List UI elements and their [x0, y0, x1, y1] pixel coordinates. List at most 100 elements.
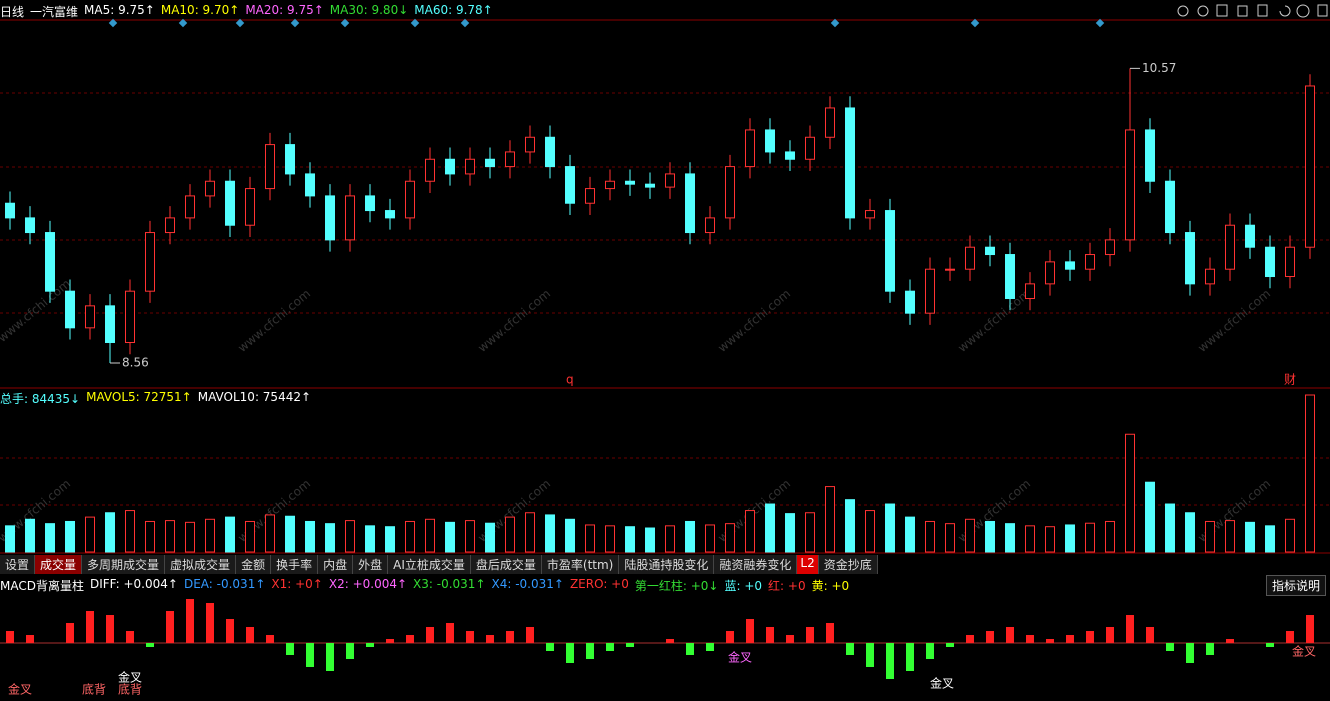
candle-body — [1125, 129, 1135, 241]
volume-bar — [385, 526, 395, 553]
volume-bar — [845, 499, 855, 553]
tab[interactable]: 虚拟成交量 — [165, 555, 237, 574]
toolbar-icons[interactable] — [1177, 4, 1328, 18]
candle-body — [485, 158, 495, 168]
volume-bar — [185, 521, 195, 553]
macd-bar — [766, 627, 774, 643]
macd-bar — [506, 631, 514, 643]
candle-body — [1205, 268, 1215, 285]
candle-body — [1185, 232, 1195, 285]
volume-bar — [1005, 523, 1015, 553]
volume-bar — [1045, 526, 1055, 553]
candle-body — [85, 305, 95, 329]
macd-bar — [386, 639, 394, 643]
macd-bar — [146, 643, 154, 647]
volume-bar — [45, 523, 55, 553]
volume-bar — [205, 518, 215, 553]
candle-body — [805, 136, 815, 160]
volume-label: 总手: 84435↓ — [0, 392, 81, 406]
candle-body — [385, 210, 395, 219]
volume-bar — [1205, 520, 1215, 553]
volume-bar — [1025, 525, 1035, 553]
tab[interactable]: AI立桩成交量 — [388, 555, 471, 574]
tab[interactable]: 换手率 — [271, 555, 319, 574]
help-button[interactable]: 指标说明 — [1265, 575, 1326, 596]
volume-bar — [345, 520, 355, 553]
candle-body — [245, 188, 255, 226]
tab[interactable]: L2 — [797, 555, 819, 574]
candle-body — [465, 158, 475, 175]
ma-label: MA5: 9.75↑ — [84, 3, 155, 17]
volume-bar — [265, 514, 275, 553]
macd-bar — [586, 643, 594, 659]
volume-bar — [485, 522, 495, 553]
volume-bar — [885, 503, 895, 553]
candle-body — [425, 158, 435, 182]
macd-header: MACD背离量柱 DIFF: +0.004↑ DEA: -0.031↑ X1: +0… — [0, 577, 849, 594]
watermark: www.cfchi.com — [715, 286, 793, 355]
macd-label: ZERO: +0 — [569, 577, 629, 591]
tab[interactable]: 外盘 — [353, 555, 389, 574]
tab[interactable]: 盘后成交量 — [471, 555, 542, 574]
macd-bar — [886, 643, 894, 679]
tab[interactable]: 设置 — [0, 555, 36, 574]
macd-bar — [1226, 639, 1234, 643]
macd-bar — [226, 619, 234, 643]
macd-bar — [846, 643, 854, 655]
macd-bar — [1066, 635, 1074, 643]
macd-bar — [306, 643, 314, 667]
signal: 金叉 — [728, 650, 752, 665]
watermark: www.cfchi.com — [235, 286, 313, 355]
watermark: www.cfchi.com — [0, 276, 73, 345]
tab[interactable]: 金额 — [236, 555, 272, 574]
macd-bar — [1006, 627, 1014, 643]
candle-body — [725, 166, 735, 219]
macd-bar — [906, 643, 914, 671]
macd-bar — [426, 627, 434, 643]
volume-bar — [85, 516, 95, 553]
macd-title: MACD背离量柱 — [0, 579, 84, 593]
macd-label: X3: -0.031↑ — [413, 577, 486, 591]
tab[interactable]: 资金抄底 — [819, 555, 878, 574]
macd-bar — [126, 631, 134, 643]
tab[interactable]: 融资融券变化 — [714, 555, 798, 574]
macd-bar — [1186, 643, 1194, 663]
volume-bar — [565, 518, 575, 553]
tab[interactable]: 多周期成交量 — [82, 555, 166, 574]
indicator-tabs: 设置 成交量 多周期成交量 虚拟成交量 金额 换手率 内盘 外盘 AI立桩成交量 盘后成交量 市盈率… — [0, 555, 878, 574]
volume-bar — [305, 520, 315, 553]
volume-bar — [1105, 520, 1115, 553]
marker-q: q — [566, 373, 574, 387]
candle-body — [1245, 224, 1255, 248]
candle-body — [165, 217, 175, 234]
tab[interactable]: 市盈率(ttm) — [542, 555, 620, 574]
volume-bar — [245, 520, 255, 553]
candle-body — [205, 180, 215, 197]
volume-bar — [605, 525, 615, 553]
candle-body — [645, 183, 655, 188]
macd-bar — [66, 623, 74, 643]
signal: 底背 — [82, 682, 106, 697]
volume-bar — [645, 527, 655, 553]
tab[interactable]: 成交量 — [35, 555, 83, 574]
macd-label: 第一红柱: +0↓ — [634, 579, 719, 593]
candle-body — [65, 290, 75, 329]
macd-bar — [566, 643, 574, 663]
volume-bar — [625, 526, 635, 553]
signal: 金叉 — [1292, 644, 1316, 659]
signal: 底背 — [118, 682, 142, 697]
volume-bar — [945, 523, 955, 553]
macd-bar — [926, 643, 934, 659]
volume-bar — [1125, 433, 1135, 553]
candle-body — [885, 210, 895, 292]
macd-bar — [166, 611, 174, 643]
candle-body — [685, 173, 695, 234]
volume-bar — [1145, 481, 1155, 553]
macd-bar — [406, 635, 414, 643]
tab[interactable]: 陆股通持股变化 — [619, 555, 715, 574]
candle-body — [825, 107, 835, 138]
tab[interactable]: 内盘 — [318, 555, 354, 574]
volume-bar — [285, 515, 295, 553]
signal: 金叉 — [118, 670, 142, 685]
volume-bar — [1285, 518, 1295, 553]
